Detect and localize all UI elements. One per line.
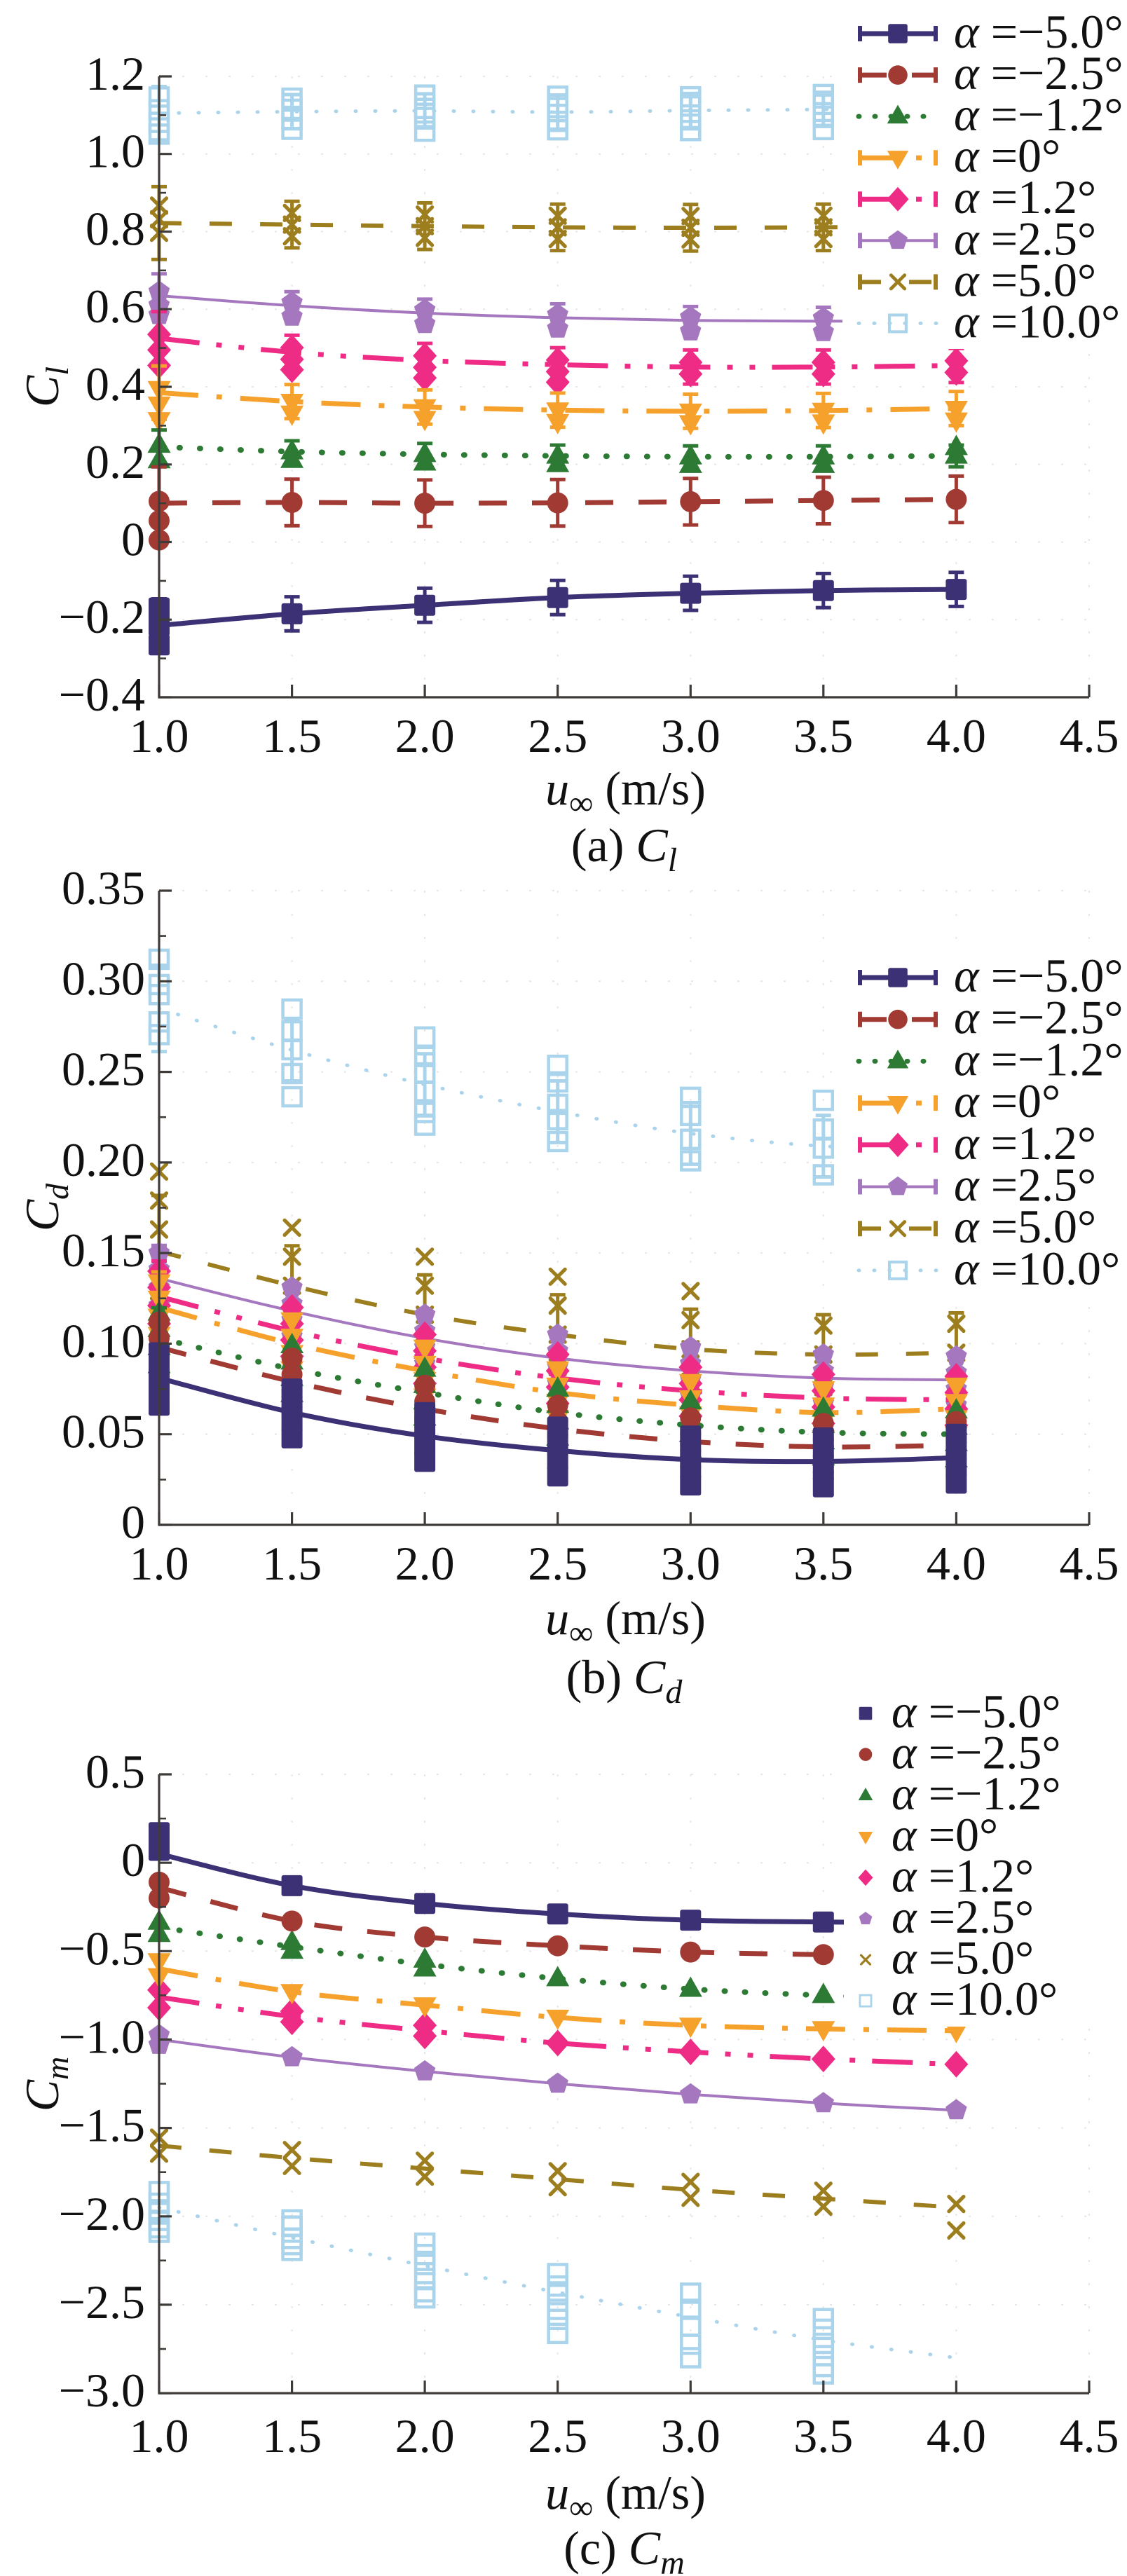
svg-text:2.5: 2.5 bbox=[528, 2409, 587, 2462]
svg-text:u∞ (m/s): u∞ (m/s) bbox=[545, 1591, 706, 1652]
svg-text:α =1.2°: α =1.2° bbox=[892, 1849, 1034, 1902]
svg-text:α =10.0°: α =10.0° bbox=[892, 1972, 1058, 2025]
svg-text:2.0: 2.0 bbox=[395, 1537, 455, 1590]
svg-text:−2.5: −2.5 bbox=[59, 2275, 145, 2329]
svg-text:1.5: 1.5 bbox=[262, 1537, 322, 1590]
svg-text:Cm: Cm bbox=[15, 2057, 75, 2112]
svg-text:0.15: 0.15 bbox=[62, 1224, 145, 1277]
svg-text:−2.0: −2.0 bbox=[59, 2187, 145, 2240]
svg-text:−1.0: −1.0 bbox=[59, 2010, 145, 2063]
svg-text:1.0: 1.0 bbox=[130, 1537, 189, 1590]
svg-text:4.0: 4.0 bbox=[927, 1537, 986, 1590]
svg-text:0: 0 bbox=[121, 1833, 145, 1886]
svg-text:1.0: 1.0 bbox=[130, 709, 189, 762]
svg-text:α =−2.5°: α =−2.5° bbox=[954, 991, 1123, 1044]
svg-text:0.5: 0.5 bbox=[86, 1745, 145, 1798]
svg-text:1.5: 1.5 bbox=[262, 709, 322, 762]
svg-text:α =−5.0°: α =−5.0° bbox=[954, 5, 1123, 58]
svg-text:α =5.0°: α =5.0° bbox=[892, 1931, 1034, 1985]
svg-text:α =−1.2°: α =−1.2° bbox=[892, 1767, 1061, 1820]
svg-text:0.8: 0.8 bbox=[86, 203, 145, 256]
svg-text:−1.5: −1.5 bbox=[59, 2099, 145, 2152]
svg-text:−0.5: −0.5 bbox=[59, 1921, 145, 1975]
svg-text:α =−2.5°: α =−2.5° bbox=[954, 46, 1123, 100]
svg-text:4.5: 4.5 bbox=[1060, 709, 1119, 762]
svg-text:u∞ (m/s): u∞ (m/s) bbox=[545, 762, 706, 822]
svg-text:0.6: 0.6 bbox=[86, 280, 145, 333]
svg-text:0.20: 0.20 bbox=[62, 1133, 145, 1186]
svg-text:0.25: 0.25 bbox=[62, 1043, 145, 1096]
svg-text:3.0: 3.0 bbox=[661, 709, 720, 762]
svg-text:2.5: 2.5 bbox=[528, 709, 587, 762]
svg-text:2.0: 2.0 bbox=[395, 709, 455, 762]
svg-text:Cl: Cl bbox=[15, 366, 75, 407]
svg-text:1.0: 1.0 bbox=[86, 125, 145, 178]
svg-text:4.0: 4.0 bbox=[927, 2409, 986, 2462]
svg-text:α =1.2°: α =1.2° bbox=[954, 1116, 1096, 1170]
svg-text:4.5: 4.5 bbox=[1060, 2409, 1119, 2462]
svg-text:α =−5.0°: α =−5.0° bbox=[892, 1685, 1061, 1738]
svg-text:1.5: 1.5 bbox=[262, 2409, 322, 2462]
svg-text:0.30: 0.30 bbox=[62, 952, 145, 1005]
svg-text:α =5.0°: α =5.0° bbox=[954, 1200, 1096, 1253]
svg-text:u∞ (m/s): u∞ (m/s) bbox=[545, 2466, 706, 2526]
svg-text:0: 0 bbox=[121, 1495, 145, 1549]
svg-text:−3.0: −3.0 bbox=[59, 2364, 145, 2417]
svg-text:α =−1.2°: α =−1.2° bbox=[954, 1032, 1123, 1085]
svg-text:0: 0 bbox=[121, 513, 145, 566]
svg-text:α =0°: α =0° bbox=[954, 1074, 1060, 1128]
svg-text:1.2: 1.2 bbox=[86, 47, 145, 100]
svg-text:α =10.0°: α =10.0° bbox=[954, 294, 1120, 348]
svg-text:α =2.5°: α =2.5° bbox=[954, 212, 1096, 265]
svg-text:0.4: 0.4 bbox=[86, 357, 145, 411]
svg-text:α =0°: α =0° bbox=[892, 1808, 998, 1861]
svg-text:4.0: 4.0 bbox=[927, 709, 986, 762]
svg-text:(b) Cd: (b) Cd bbox=[566, 1650, 683, 1711]
svg-text:4.5: 4.5 bbox=[1060, 1537, 1119, 1590]
svg-text:Cd: Cd bbox=[15, 1183, 75, 1231]
svg-text:α =2.5°: α =2.5° bbox=[954, 1158, 1096, 1212]
svg-text:0.2: 0.2 bbox=[86, 435, 145, 488]
svg-text:−0.2: −0.2 bbox=[59, 590, 145, 643]
svg-text:2.0: 2.0 bbox=[395, 2409, 455, 2462]
svg-text:α =−5.0°: α =−5.0° bbox=[954, 949, 1123, 1002]
svg-text:3.0: 3.0 bbox=[661, 2409, 720, 2462]
svg-text:−0.4: −0.4 bbox=[59, 668, 145, 721]
svg-text:3.0: 3.0 bbox=[661, 1537, 720, 1590]
svg-text:2.5: 2.5 bbox=[528, 1537, 587, 1590]
svg-text:1.0: 1.0 bbox=[130, 2409, 189, 2462]
svg-text:3.5: 3.5 bbox=[793, 1537, 853, 1590]
svg-text:α =−2.5°: α =−2.5° bbox=[892, 1726, 1061, 1779]
svg-text:α =2.5°: α =2.5° bbox=[892, 1890, 1034, 1943]
svg-text:3.5: 3.5 bbox=[793, 2409, 853, 2462]
svg-text:(a) Cl: (a) Cl bbox=[571, 818, 677, 879]
svg-text:α =10.0°: α =10.0° bbox=[954, 1242, 1120, 1295]
svg-text:α =0°: α =0° bbox=[954, 129, 1060, 182]
svg-text:α =1.2°: α =1.2° bbox=[954, 170, 1096, 224]
svg-text:α =5.0°: α =5.0° bbox=[954, 253, 1096, 306]
svg-text:0.35: 0.35 bbox=[62, 861, 145, 914]
svg-text:0.10: 0.10 bbox=[62, 1314, 145, 1367]
svg-text:3.5: 3.5 bbox=[793, 709, 853, 762]
svg-text:α =−1.2°: α =−1.2° bbox=[954, 88, 1123, 141]
svg-text:0.05: 0.05 bbox=[62, 1405, 145, 1458]
